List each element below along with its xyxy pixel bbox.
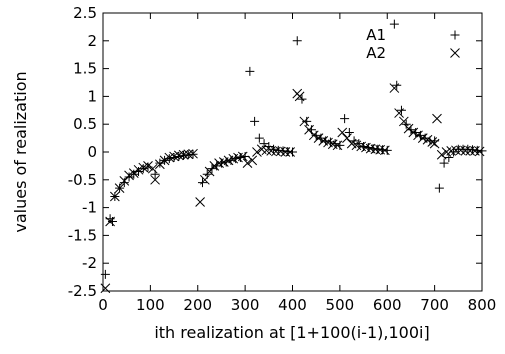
data-point-a1 — [340, 114, 350, 124]
data-point-a2 — [119, 176, 130, 186]
data-point-a2 — [422, 134, 433, 145]
data-point-a2 — [100, 283, 111, 294]
data-point-a1 — [434, 183, 444, 193]
x-tick-label: 500 — [326, 296, 355, 314]
data-point-a1 — [439, 158, 449, 168]
legend: A1 A2 — [366, 26, 460, 62]
data-point-a2 — [308, 130, 319, 141]
data-point-a2 — [105, 216, 115, 227]
data-point-a2 — [313, 133, 324, 143]
data-point-a1 — [254, 133, 264, 143]
data-point-a2 — [429, 138, 440, 149]
data-point-a2 — [200, 174, 210, 185]
data-point-a2 — [159, 155, 170, 166]
data-point-a2 — [294, 91, 305, 102]
legend-label-a2: A2 — [366, 44, 386, 62]
x-tick-label: 700 — [420, 296, 449, 314]
legend-marker-a2 — [450, 48, 460, 58]
legend-marker-a1 — [450, 30, 460, 40]
data-point-a2 — [299, 116, 310, 127]
data-point-a2 — [143, 161, 153, 171]
y-tick-labels: 2.5 2 1.5 1 0.5 0 -0.5 -1 -1.5 -2 -2.5 — [68, 4, 97, 300]
data-point-a1 — [245, 66, 255, 76]
data-point-a2 — [451, 145, 461, 156]
legend-label-a1: A1 — [366, 26, 386, 44]
y-tick-label: 1 — [87, 87, 97, 105]
data-point-a1 — [292, 36, 302, 46]
data-point-a2 — [408, 127, 419, 138]
legend-markers — [450, 30, 460, 58]
data-point-a2 — [465, 146, 476, 156]
series-a2 — [100, 83, 485, 294]
data-point-a2 — [332, 140, 343, 151]
data-point-a1 — [389, 19, 399, 29]
x-tick-label: 300 — [231, 296, 260, 314]
y-tick-label: -1.5 — [68, 226, 97, 244]
y-tick-label: -2.5 — [68, 282, 97, 300]
x-tick-label: 200 — [183, 296, 212, 314]
data-point-a2 — [413, 130, 423, 141]
y-tick-label: 0.5 — [73, 115, 97, 133]
data-point-a2 — [195, 197, 205, 207]
data-point-a1 — [100, 269, 110, 279]
data-point-a1 — [124, 172, 134, 182]
x-tick-label: 400 — [278, 296, 307, 314]
data-point-a2 — [242, 158, 253, 168]
data-point-a2 — [280, 147, 291, 157]
data-point-a2 — [133, 164, 144, 175]
data-point-a1 — [288, 147, 297, 157]
data-point-a2 — [455, 145, 466, 156]
y-tick-label: 2.5 — [73, 4, 97, 22]
data-point-a2 — [237, 151, 248, 162]
axis-ticks — [102, 12, 483, 292]
x-tick-labels: 0 100 200 300 400 500 600 700 800 — [98, 296, 496, 314]
data-point-a2 — [252, 147, 262, 157]
data-point-a2 — [266, 146, 277, 156]
data-point-a1 — [155, 158, 165, 168]
data-point-a2 — [285, 147, 295, 157]
y-tick-label: 0 — [87, 143, 97, 161]
data-point-a2 — [147, 163, 158, 174]
data-point-a2 — [403, 123, 414, 134]
data-point-a2 — [398, 116, 409, 127]
y-axis-label: values of realization — [11, 71, 30, 232]
y-tick-label: -2 — [82, 254, 97, 272]
data-point-a2 — [150, 174, 160, 185]
data-point-a2 — [460, 146, 471, 156]
data-point-a2 — [380, 145, 390, 156]
y-tick-label: -0.5 — [68, 171, 97, 189]
data-point-a2 — [304, 124, 314, 135]
data-point-a2 — [109, 191, 120, 202]
y-tick-label: 2 — [87, 32, 97, 50]
data-points — [100, 19, 487, 294]
data-point-a1 — [302, 116, 312, 126]
x-tick-label: 800 — [468, 296, 497, 314]
x-axis-label: ith realization at [1+100(i-1),100i] — [154, 323, 429, 342]
data-point-a2 — [188, 148, 198, 159]
data-point-a2 — [389, 83, 400, 93]
data-point-a2 — [128, 168, 139, 178]
data-point-a1 — [264, 141, 274, 151]
data-point-a2 — [204, 166, 215, 177]
data-point-a2 — [394, 108, 404, 118]
x-tick-label: 0 — [98, 296, 108, 314]
data-point-a2 — [271, 146, 281, 157]
data-point-a2 — [247, 155, 258, 166]
data-point-a2 — [436, 149, 447, 160]
data-point-a2 — [154, 159, 165, 170]
data-point-a1 — [250, 116, 260, 126]
data-point-a2 — [209, 161, 220, 171]
data-point-a2 — [342, 133, 352, 143]
y-tick-label: 1.5 — [73, 60, 97, 78]
data-point-a2 — [337, 127, 348, 138]
data-point-a2 — [474, 146, 485, 157]
series-a1 — [100, 19, 487, 279]
data-point-a2 — [432, 113, 442, 124]
data-point-a2 — [114, 183, 125, 193]
y-tick-label: -1 — [82, 199, 97, 217]
x-tick-label: 600 — [373, 296, 402, 314]
data-point-a2 — [124, 170, 134, 181]
x-tick-label: 100 — [136, 296, 165, 314]
